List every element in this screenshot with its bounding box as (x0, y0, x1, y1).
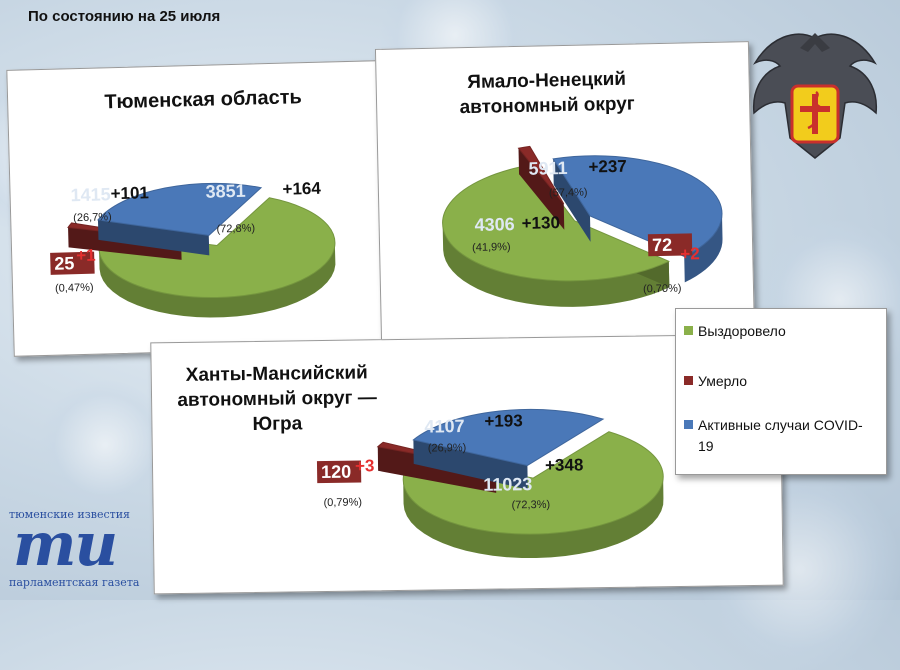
data-label-value-active: 1415 (70, 184, 111, 205)
pie-slice-edge (68, 227, 182, 260)
pie-slice-edge (518, 148, 565, 230)
data-label-value-died: 72 (652, 235, 672, 255)
data-label-delta-active: +101 (110, 183, 149, 203)
rospotrebnadzor-emblem-icon (752, 33, 878, 159)
data-label-percent-active: (26,7%) (73, 211, 112, 224)
pie-slice-recovered (442, 164, 670, 282)
chart-panel-khmao: Ханты-Мансийский автономный округ — Югра… (150, 333, 784, 595)
data-label-percent-active: (41,9%) (472, 241, 511, 254)
legend-item-died: Умерло (684, 371, 868, 392)
data-label-value-recovered: 11023 (483, 474, 532, 495)
pie-chart-tyumen: 3851 +164 (72,8%) 25 +1 (0,47%) 1415 +101 (26,7%… (50, 179, 336, 318)
legend-swatch (684, 376, 693, 385)
chart-panel-tyumen: Тюменская область 3851 +164 (72,8%) 25 +1 (0,… (6, 60, 386, 357)
logo-bottom-text: парламентская газета (9, 576, 140, 589)
data-label-percent-died: (0,47%) (55, 282, 94, 295)
legend-item-recovered: Выздоровело (684, 321, 868, 342)
legend-label: Выздоровело (698, 323, 786, 339)
pie-slice-active (412, 408, 605, 466)
data-label-value-active: 4306 (474, 214, 514, 235)
data-label-delta-died: +3 (355, 456, 375, 475)
pie-slice-side-active (684, 212, 723, 283)
legend-swatch (684, 326, 693, 335)
pie-slice-edge (97, 219, 210, 256)
data-label-value-recovered: 5911 (528, 158, 567, 179)
chart-panel-yamal: Ямало-Ненецкий автономный округ 5911 +237… (374, 41, 756, 346)
newspaper-logo: тюменские известия ти парламентская газе… (5, 508, 145, 594)
data-label-value-died: 120 (321, 462, 351, 482)
pie-slice-recovered (402, 431, 664, 535)
data-label-value-recovered: 3851 (205, 181, 246, 202)
virus-decoration (40, 380, 170, 510)
pie-slice-side-recovered (403, 474, 664, 559)
logo-letters: ти (13, 510, 118, 580)
data-label-percent-died: (0,70%) (643, 283, 682, 296)
died-label-bg (316, 460, 362, 484)
pie-slice-edge (553, 158, 591, 242)
legend-item-active: Активные случаи COVID-19 (684, 415, 863, 457)
data-label-delta-died: +1 (76, 246, 96, 266)
chart-legend: Выздоровело Умерло Активные случаи COVID… (675, 308, 887, 475)
data-label-delta-active: +130 (521, 213, 560, 233)
pie-slice-side-recovered (99, 244, 336, 318)
legend-label: Активные случаи COVID-19 (698, 417, 863, 454)
pie-slice-side-recovered (442, 224, 670, 307)
logo-top-text: тюменские известия (9, 508, 130, 521)
data-label-delta-recovered: +348 (545, 455, 584, 475)
data-label-percent-recovered: (57,4%) (549, 187, 588, 200)
died-label-bg (647, 233, 693, 257)
pie-slice-edge (413, 439, 528, 490)
pie-chart-yamal: 5911 +237(57,4%) 72 +2 (0,70%) 4306 +130 (41,9%… (442, 145, 723, 307)
data-label-delta-recovered: +237 (588, 157, 627, 177)
data-label-percent-active: (26,9%) (428, 442, 467, 455)
data-label-value-died: 25 (54, 253, 75, 274)
pie-slice-edge (377, 446, 497, 493)
data-label-percent-recovered: (72,3%) (511, 499, 550, 512)
legend-swatch (684, 420, 693, 429)
pie-slice-active (552, 155, 723, 257)
data-label-delta-active: +193 (484, 411, 523, 431)
date-header: По состоянию на 25 июля (28, 8, 221, 25)
pie-slice-active (97, 182, 263, 236)
pie-group (67, 182, 336, 318)
data-label-delta-recovered: +164 (282, 179, 321, 199)
pie-chart-khmao: 11023 +348 (72,3%) 120 +3 (0,79%) 4107 +193 (26,… (316, 408, 664, 559)
pie-group (376, 408, 664, 559)
pie-slice-recovered (98, 197, 336, 299)
pie-slice-died (517, 145, 565, 205)
died-label-bg (50, 251, 95, 275)
pie-group (442, 145, 723, 307)
data-label-delta-died: +2 (680, 244, 700, 263)
data-label-value-active: 4107 (424, 416, 464, 437)
data-label-percent-recovered: (72,8%) (216, 222, 255, 235)
legend-label: Умерло (698, 373, 748, 389)
data-label-percent-died: (0,79%) (323, 496, 362, 509)
